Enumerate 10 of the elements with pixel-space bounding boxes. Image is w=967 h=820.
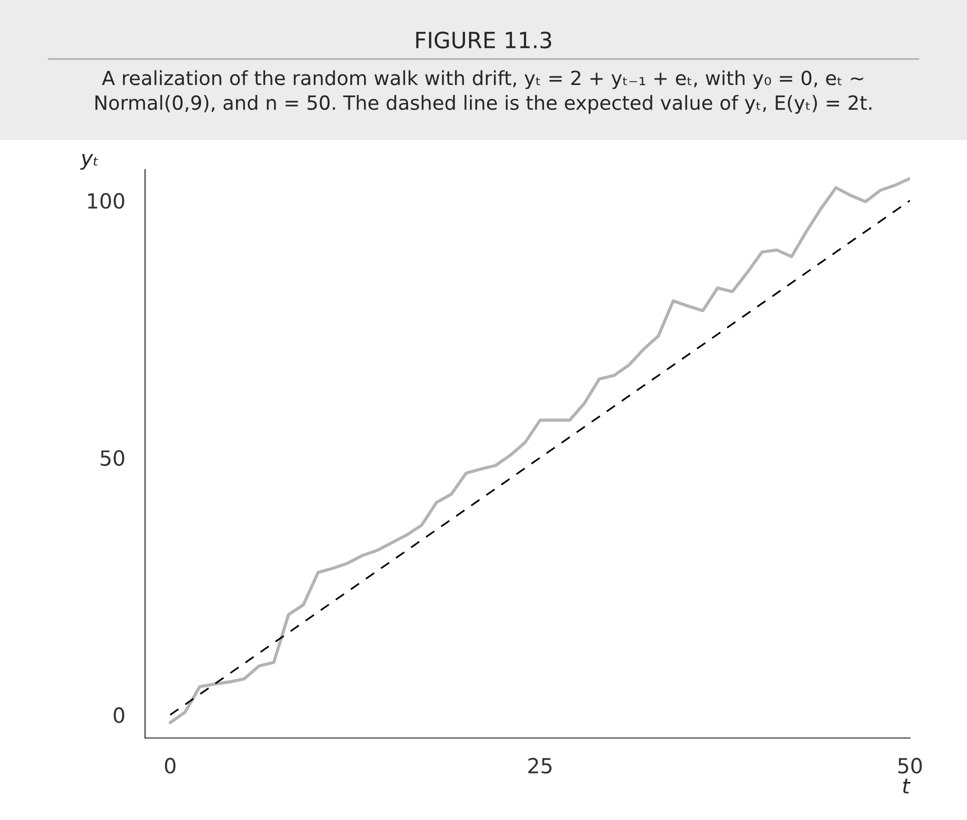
chart-title: FIGURE 11.3 [416,32,552,48]
y-tick-label: 100 [88,193,124,209]
x-tick-label: 50 [898,758,922,774]
y-tick-label: 50 [100,450,124,466]
x-tick-label: 0 [164,758,176,774]
x-tick-label: 25 [528,758,552,774]
chart-subtitle: A realization of the random walk with drift, yₜ = 2 + yₜ₋₁ + eₜ, with y₀ = 0, eₜ ~ Normal(0,9), and n = 50. The dashed line is the expected value of yₜ, E(yₜ) = 2t. [95,70,872,114]
y-axis-title: yₜ [80,154,98,170]
y-tick-label: 0 [114,707,124,724]
x-axis-title: t [903,778,911,794]
